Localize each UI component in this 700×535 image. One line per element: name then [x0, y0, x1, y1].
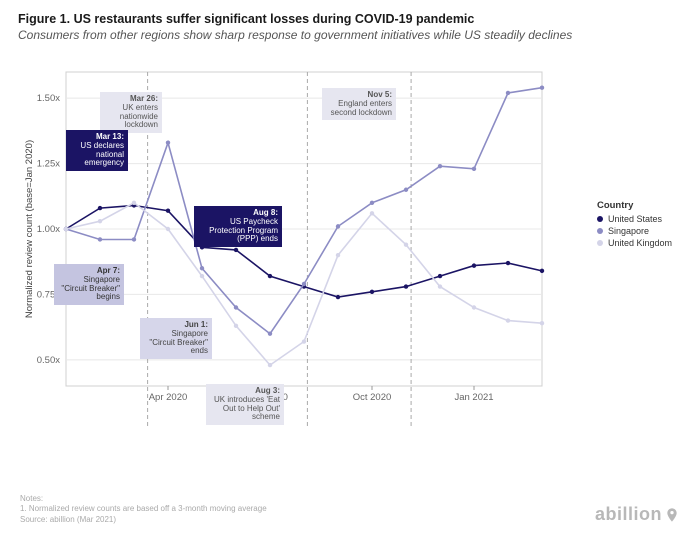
svg-text:Oct 2020: Oct 2020: [353, 392, 392, 403]
svg-text:0.50x: 0.50x: [37, 355, 60, 366]
legend-swatch: [597, 240, 603, 246]
legend-item: United States: [597, 214, 672, 224]
brand-pin-icon: [664, 507, 680, 523]
chart-area: 0.50x0.75x1.00x1.25x1.50xApr 2020Jul 202…: [18, 64, 682, 444]
annotation: Mar 13:US declares national emergency: [66, 130, 128, 171]
svg-text:Apr 2020: Apr 2020: [149, 392, 188, 403]
legend-title: Country: [597, 200, 672, 211]
source-line: Source: abillion (Mar 2021): [20, 515, 267, 525]
legend-item: United Kingdom: [597, 238, 672, 248]
svg-text:1.00x: 1.00x: [37, 224, 60, 235]
legend-label: United Kingdom: [608, 238, 672, 248]
notes-heading: Notes:: [20, 494, 267, 504]
annotation: Apr 7:Singapore "Circuit Breaker" begins: [54, 264, 124, 305]
svg-text:1.50x: 1.50x: [37, 93, 60, 104]
legend-swatch: [597, 228, 603, 234]
legend-label: United States: [608, 214, 662, 224]
annotation: Nov 5:England enters second lockdown: [322, 88, 396, 120]
svg-text:Jan 2021: Jan 2021: [454, 392, 493, 403]
legend-item: Singapore: [597, 226, 672, 236]
legend: Country United States Singapore United Kin…: [597, 200, 672, 250]
notes-line: 1. Normalized review counts are based of…: [20, 504, 267, 514]
notes: Notes: 1. Normalized review counts are b…: [20, 494, 267, 525]
legend-label: Singapore: [608, 226, 649, 236]
legend-swatch: [597, 216, 603, 222]
line-chart: 0.50x0.75x1.00x1.25x1.50xApr 2020Jul 202…: [18, 64, 682, 444]
brand-text: abillion: [595, 504, 662, 525]
annotation: Aug 3:UK introduces 'Eat Out to Help Out…: [206, 384, 284, 425]
annotation: Aug 8:US Paycheck Protection Program (PP…: [194, 206, 282, 247]
brand-logo: abillion: [595, 504, 680, 525]
annotation: Jun 1:Singapore "Circuit Breaker" ends: [140, 318, 212, 359]
svg-text:1.25x: 1.25x: [37, 159, 60, 170]
svg-text:Normalized review count (base=: Normalized review count (base=Jan 2020): [24, 140, 35, 318]
figure-title: Figure 1. US restaurants suffer signific…: [18, 12, 682, 26]
figure-subtitle: Consumers from other regions show sharp …: [18, 28, 682, 43]
annotation: Mar 26:UK enters nationwide lockdown: [100, 92, 162, 133]
